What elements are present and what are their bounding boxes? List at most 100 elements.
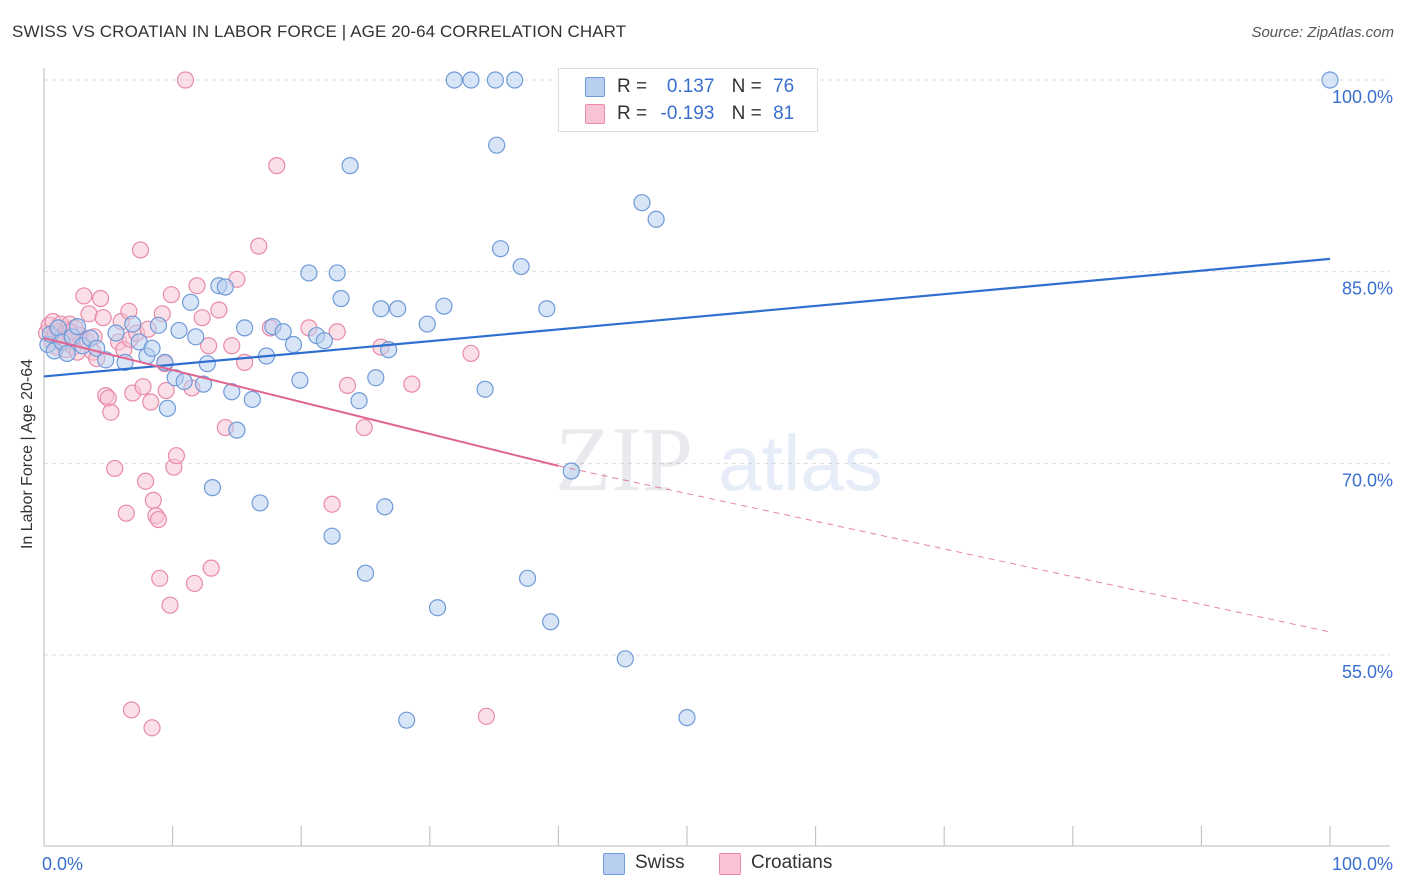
y-tick-labels: 55.0% 70.0% 85.0% 100.0% [1332, 87, 1393, 682]
croatians-point [223, 337, 241, 355]
swiss-point [170, 321, 188, 340]
swiss-point [251, 494, 269, 512]
x-tick-labels: 0.0% 100.0% [42, 854, 1393, 874]
y-tick-label: 85.0% [1342, 279, 1393, 299]
swiss-point [203, 479, 222, 497]
swiss-point [376, 498, 394, 516]
legend-n-value-croatians: 81 [773, 103, 795, 124]
swiss-point [1321, 71, 1339, 89]
trendlines [43, 257, 1331, 633]
legend-r-value-croatians: -0.193 [660, 103, 715, 124]
gridlines [44, 79, 1390, 656]
swiss-point [194, 375, 213, 393]
swiss-point [328, 264, 346, 282]
chart-title: SWISS VS CROATIAN IN LABOR FORCE | AGE 2… [12, 22, 627, 41]
swiss-point [398, 711, 416, 729]
croatians-point [134, 378, 152, 396]
swiss-point [562, 462, 580, 480]
swiss-point [518, 569, 537, 587]
swiss-point [68, 318, 87, 336]
croatians-point [268, 157, 286, 175]
swiss-point [418, 315, 436, 333]
swiss-point [476, 380, 494, 398]
swiss-point [633, 194, 651, 212]
swiss-point [236, 319, 254, 337]
swiss-point [356, 564, 375, 582]
croatians-point [328, 323, 346, 341]
croatians-point [338, 376, 357, 394]
swiss-point [58, 344, 76, 363]
croatians-point [106, 459, 124, 478]
legend-r-label: R = [617, 103, 648, 124]
croatians-points [37, 71, 495, 737]
swiss-point [389, 300, 407, 318]
croatians-point [117, 504, 135, 522]
croatians-point [161, 596, 179, 614]
swiss-point [435, 297, 453, 315]
croatians-point [167, 447, 186, 465]
swiss-point [243, 390, 261, 409]
swiss-point [486, 71, 504, 89]
swiss-point [428, 599, 447, 617]
bottom-legend-swatch-croatians [719, 853, 741, 875]
swiss-point [350, 392, 368, 410]
swiss-point [187, 328, 205, 346]
croatians-point [188, 277, 206, 295]
swiss-point [291, 371, 309, 389]
bottom-legend-label-croatians: Croatians [751, 852, 833, 873]
swiss-point [367, 369, 385, 387]
swiss-point [678, 709, 696, 727]
croatians-point [144, 491, 162, 509]
swiss-point [491, 240, 510, 258]
swiss-point [542, 613, 560, 631]
bottom-legend-swatch-swiss [603, 853, 625, 875]
croatians-point [151, 569, 169, 587]
swiss-point [341, 157, 359, 175]
y-tick-label: 70.0% [1342, 470, 1393, 490]
croatians-point [102, 403, 120, 421]
swiss-point [107, 324, 125, 342]
x-tick-label-max: 100.0% [1332, 854, 1393, 874]
legend-n-value-swiss: 76 [773, 76, 795, 97]
swiss-point [49, 319, 67, 337]
swiss-point [175, 372, 193, 391]
swiss-point [332, 289, 350, 308]
swiss-point [284, 335, 303, 354]
swiss-point [274, 323, 292, 341]
watermark-atlas: atlas [718, 419, 883, 507]
croatians-point [122, 701, 141, 719]
y-axis-label: In Labor Force | Age 20-64 [19, 358, 36, 550]
swiss-points [39, 71, 1339, 729]
axes [43, 68, 1390, 847]
swiss-point [488, 136, 506, 154]
swiss-point [445, 71, 463, 89]
croatians-point [176, 71, 195, 89]
swiss-point [647, 210, 665, 228]
croatians-point [200, 337, 218, 355]
swiss-point [124, 315, 142, 333]
croatians-point [149, 510, 168, 529]
croatians-point [250, 237, 268, 255]
swiss-point [216, 278, 234, 296]
legend-n-label: N = [731, 103, 762, 124]
legend-r-label: R = [617, 76, 648, 97]
croatians-point [355, 418, 373, 437]
y-tick-label: 55.0% [1342, 662, 1393, 682]
croatians-trendline [43, 337, 559, 467]
swiss-point [538, 300, 556, 318]
swiss-trendline [43, 257, 1331, 378]
croatians-point [75, 287, 93, 305]
chart-source: Source: ZipAtlas.com [1251, 24, 1394, 41]
croatians-point [210, 301, 228, 319]
bottom-legend-label-swiss: Swiss [635, 852, 685, 873]
croatians-point [136, 472, 155, 490]
croatians-point [91, 289, 110, 308]
croatians-point [94, 309, 112, 327]
croatians-point [202, 559, 220, 577]
swiss-point [512, 257, 530, 276]
swiss-point [372, 300, 390, 318]
croatians-point [462, 344, 480, 363]
croatians-point [80, 305, 98, 323]
swiss-point [158, 399, 177, 417]
